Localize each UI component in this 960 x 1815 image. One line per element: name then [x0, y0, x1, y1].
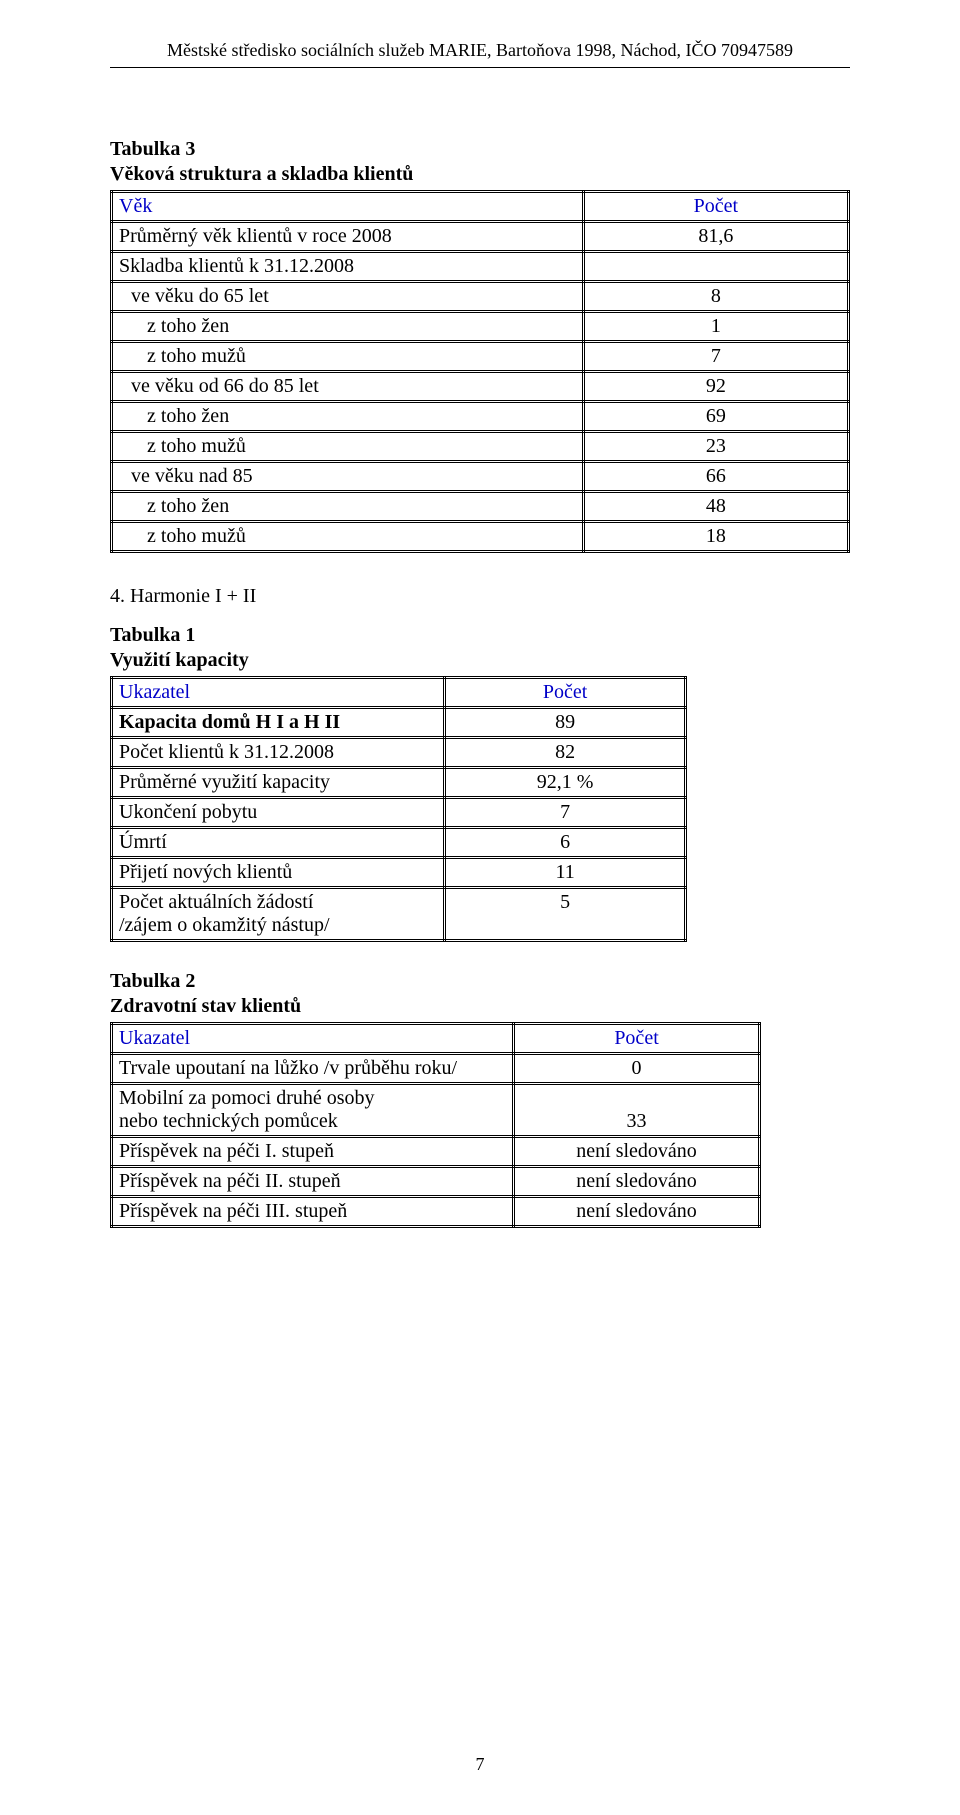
table2-head-label: Ukazatel	[112, 1024, 514, 1054]
table1-body: Kapacita domů H I a H II89Počet klientů …	[112, 708, 686, 941]
table-row: z toho žen48	[112, 492, 849, 522]
cell-value: 6	[445, 828, 686, 858]
cell-value: 81,6	[583, 222, 848, 252]
cell-label: Průměrný věk klientů v roce 2008	[112, 222, 584, 252]
table-row: Kapacita domů H I a H II89	[112, 708, 686, 738]
table-row: Trvale upoutaní na lůžko /v průběhu roku…	[112, 1054, 760, 1084]
cell-value: není sledováno	[513, 1167, 759, 1197]
cell-value: 89	[445, 708, 686, 738]
cell-label: Počet klientů k 31.12.2008	[112, 738, 445, 768]
cell-value: 33	[513, 1084, 759, 1137]
cell-value: 5	[445, 888, 686, 941]
page-number: 7	[0, 1754, 960, 1775]
table-row: z toho mužů7	[112, 342, 849, 372]
table-row: Ukončení pobytu7	[112, 798, 686, 828]
table-row: Průměrný věk klientů v roce 200881,6	[112, 222, 849, 252]
cell-value: 1	[583, 312, 848, 342]
table1-head-value: Počet	[445, 678, 686, 708]
cell-value: 48	[583, 492, 848, 522]
table2-head-value: Počet	[513, 1024, 759, 1054]
table3-head-value: Počet	[583, 192, 848, 222]
cell-label: Kapacita domů H I a H II	[112, 708, 445, 738]
table-row: Skladba klientů k 31.12.2008	[112, 252, 849, 282]
cell-value: 7	[583, 342, 848, 372]
cell-label: Průměrné využití kapacity	[112, 768, 445, 798]
cell-value	[583, 252, 848, 282]
cell-label: Příspěvek na péči II. stupeň	[112, 1167, 514, 1197]
cell-label: z toho mužů	[112, 522, 584, 552]
cell-value: 0	[513, 1054, 759, 1084]
table-row: z toho žen69	[112, 402, 849, 432]
table3-head-row: Věk Počet	[112, 192, 849, 222]
table1-subtitle: Využití kapacity	[110, 649, 687, 672]
header-rule	[110, 67, 850, 68]
cell-value: 69	[583, 402, 848, 432]
page-header: Městské středisko sociálních služeb MARI…	[110, 40, 850, 61]
table1-title: Tabulka 1	[110, 624, 687, 647]
cell-label: Ukončení pobytu	[112, 798, 445, 828]
cell-value: 23	[583, 432, 848, 462]
table1-head-row: Ukazatel Počet	[112, 678, 686, 708]
cell-label: Příspěvek na péči III. stupeň	[112, 1197, 514, 1227]
cell-label: z toho žen	[112, 312, 584, 342]
table-row: z toho mužů18	[112, 522, 849, 552]
table3-subtitle: Věková struktura a skladba klientů	[110, 163, 850, 186]
cell-label: ve věku od 66 do 85 let	[112, 372, 584, 402]
table-row: ve věku nad 8566	[112, 462, 849, 492]
table-row: Průměrné využití kapacity92,1 %	[112, 768, 686, 798]
table-row: Počet aktuálních žádostí/zájem o okamžit…	[112, 888, 686, 941]
cell-label: Skladba klientů k 31.12.2008	[112, 252, 584, 282]
cell-value: 7	[445, 798, 686, 828]
table3-head-label: Věk	[112, 192, 584, 222]
cell-value: 11	[445, 858, 686, 888]
table-row: z toho mužů23	[112, 432, 849, 462]
cell-label: Trvale upoutaní na lůžko /v průběhu roku…	[112, 1054, 514, 1084]
cell-value: 92	[583, 372, 848, 402]
cell-value: 82	[445, 738, 686, 768]
table2-title: Tabulka 2	[110, 970, 761, 993]
table1: Ukazatel Počet Kapacita domů H I a H II8…	[110, 676, 687, 942]
table-row: z toho žen1	[112, 312, 849, 342]
table2-subtitle: Zdravotní stav klientů	[110, 995, 761, 1018]
cell-label: Úmrtí	[112, 828, 445, 858]
cell-label: z toho žen	[112, 492, 584, 522]
cell-value: 8	[583, 282, 848, 312]
table3-body: Průměrný věk klientů v roce 200881,6Skla…	[112, 222, 849, 552]
cell-label: Přijetí nových klientů	[112, 858, 445, 888]
table-row: ve věku do 65 let8	[112, 282, 849, 312]
table3-title: Tabulka 3	[110, 138, 850, 161]
cell-label: Mobilní za pomoci druhé osobynebo techni…	[112, 1084, 514, 1137]
cell-value: není sledováno	[513, 1197, 759, 1227]
page: Městské středisko sociálních služeb MARI…	[0, 0, 960, 1815]
table-row: ve věku od 66 do 85 let92	[112, 372, 849, 402]
table-row: Úmrtí6	[112, 828, 686, 858]
cell-label: z toho žen	[112, 402, 584, 432]
table2-body: Trvale upoutaní na lůžko /v průběhu roku…	[112, 1054, 760, 1227]
table-row: Příspěvek na péči III. stupeňnení sledov…	[112, 1197, 760, 1227]
cell-label: ve věku do 65 let	[112, 282, 584, 312]
cell-value: 66	[583, 462, 848, 492]
cell-label: z toho mužů	[112, 342, 584, 372]
cell-label: ve věku nad 85	[112, 462, 584, 492]
table1-block: Tabulka 1 Využití kapacity Ukazatel Poče…	[110, 624, 687, 942]
table-row: Počet klientů k 31.12.200882	[112, 738, 686, 768]
cell-label: z toho mužů	[112, 432, 584, 462]
table3: Věk Počet Průměrný věk klientů v roce 20…	[110, 190, 850, 553]
table2-head-row: Ukazatel Počet	[112, 1024, 760, 1054]
cell-value: 92,1 %	[445, 768, 686, 798]
table3-block: Tabulka 3 Věková struktura a skladba kli…	[110, 138, 850, 553]
cell-label: Příspěvek na péči I. stupeň	[112, 1137, 514, 1167]
cell-value: 18	[583, 522, 848, 552]
table2: Ukazatel Počet Trvale upoutaní na lůžko …	[110, 1022, 761, 1228]
table-row: Přijetí nových klientů11	[112, 858, 686, 888]
table-row: Příspěvek na péči II. stupeňnení sledová…	[112, 1167, 760, 1197]
table2-block: Tabulka 2 Zdravotní stav klientů Ukazate…	[110, 970, 761, 1228]
cell-value: není sledováno	[513, 1137, 759, 1167]
table-row: Mobilní za pomoci druhé osobynebo techni…	[112, 1084, 760, 1137]
table-row: Příspěvek na péči I. stupeňnení sledován…	[112, 1137, 760, 1167]
section4-heading: 4. Harmonie I + II	[110, 585, 850, 608]
cell-label: Počet aktuálních žádostí/zájem o okamžit…	[112, 888, 445, 941]
table1-head-label: Ukazatel	[112, 678, 445, 708]
